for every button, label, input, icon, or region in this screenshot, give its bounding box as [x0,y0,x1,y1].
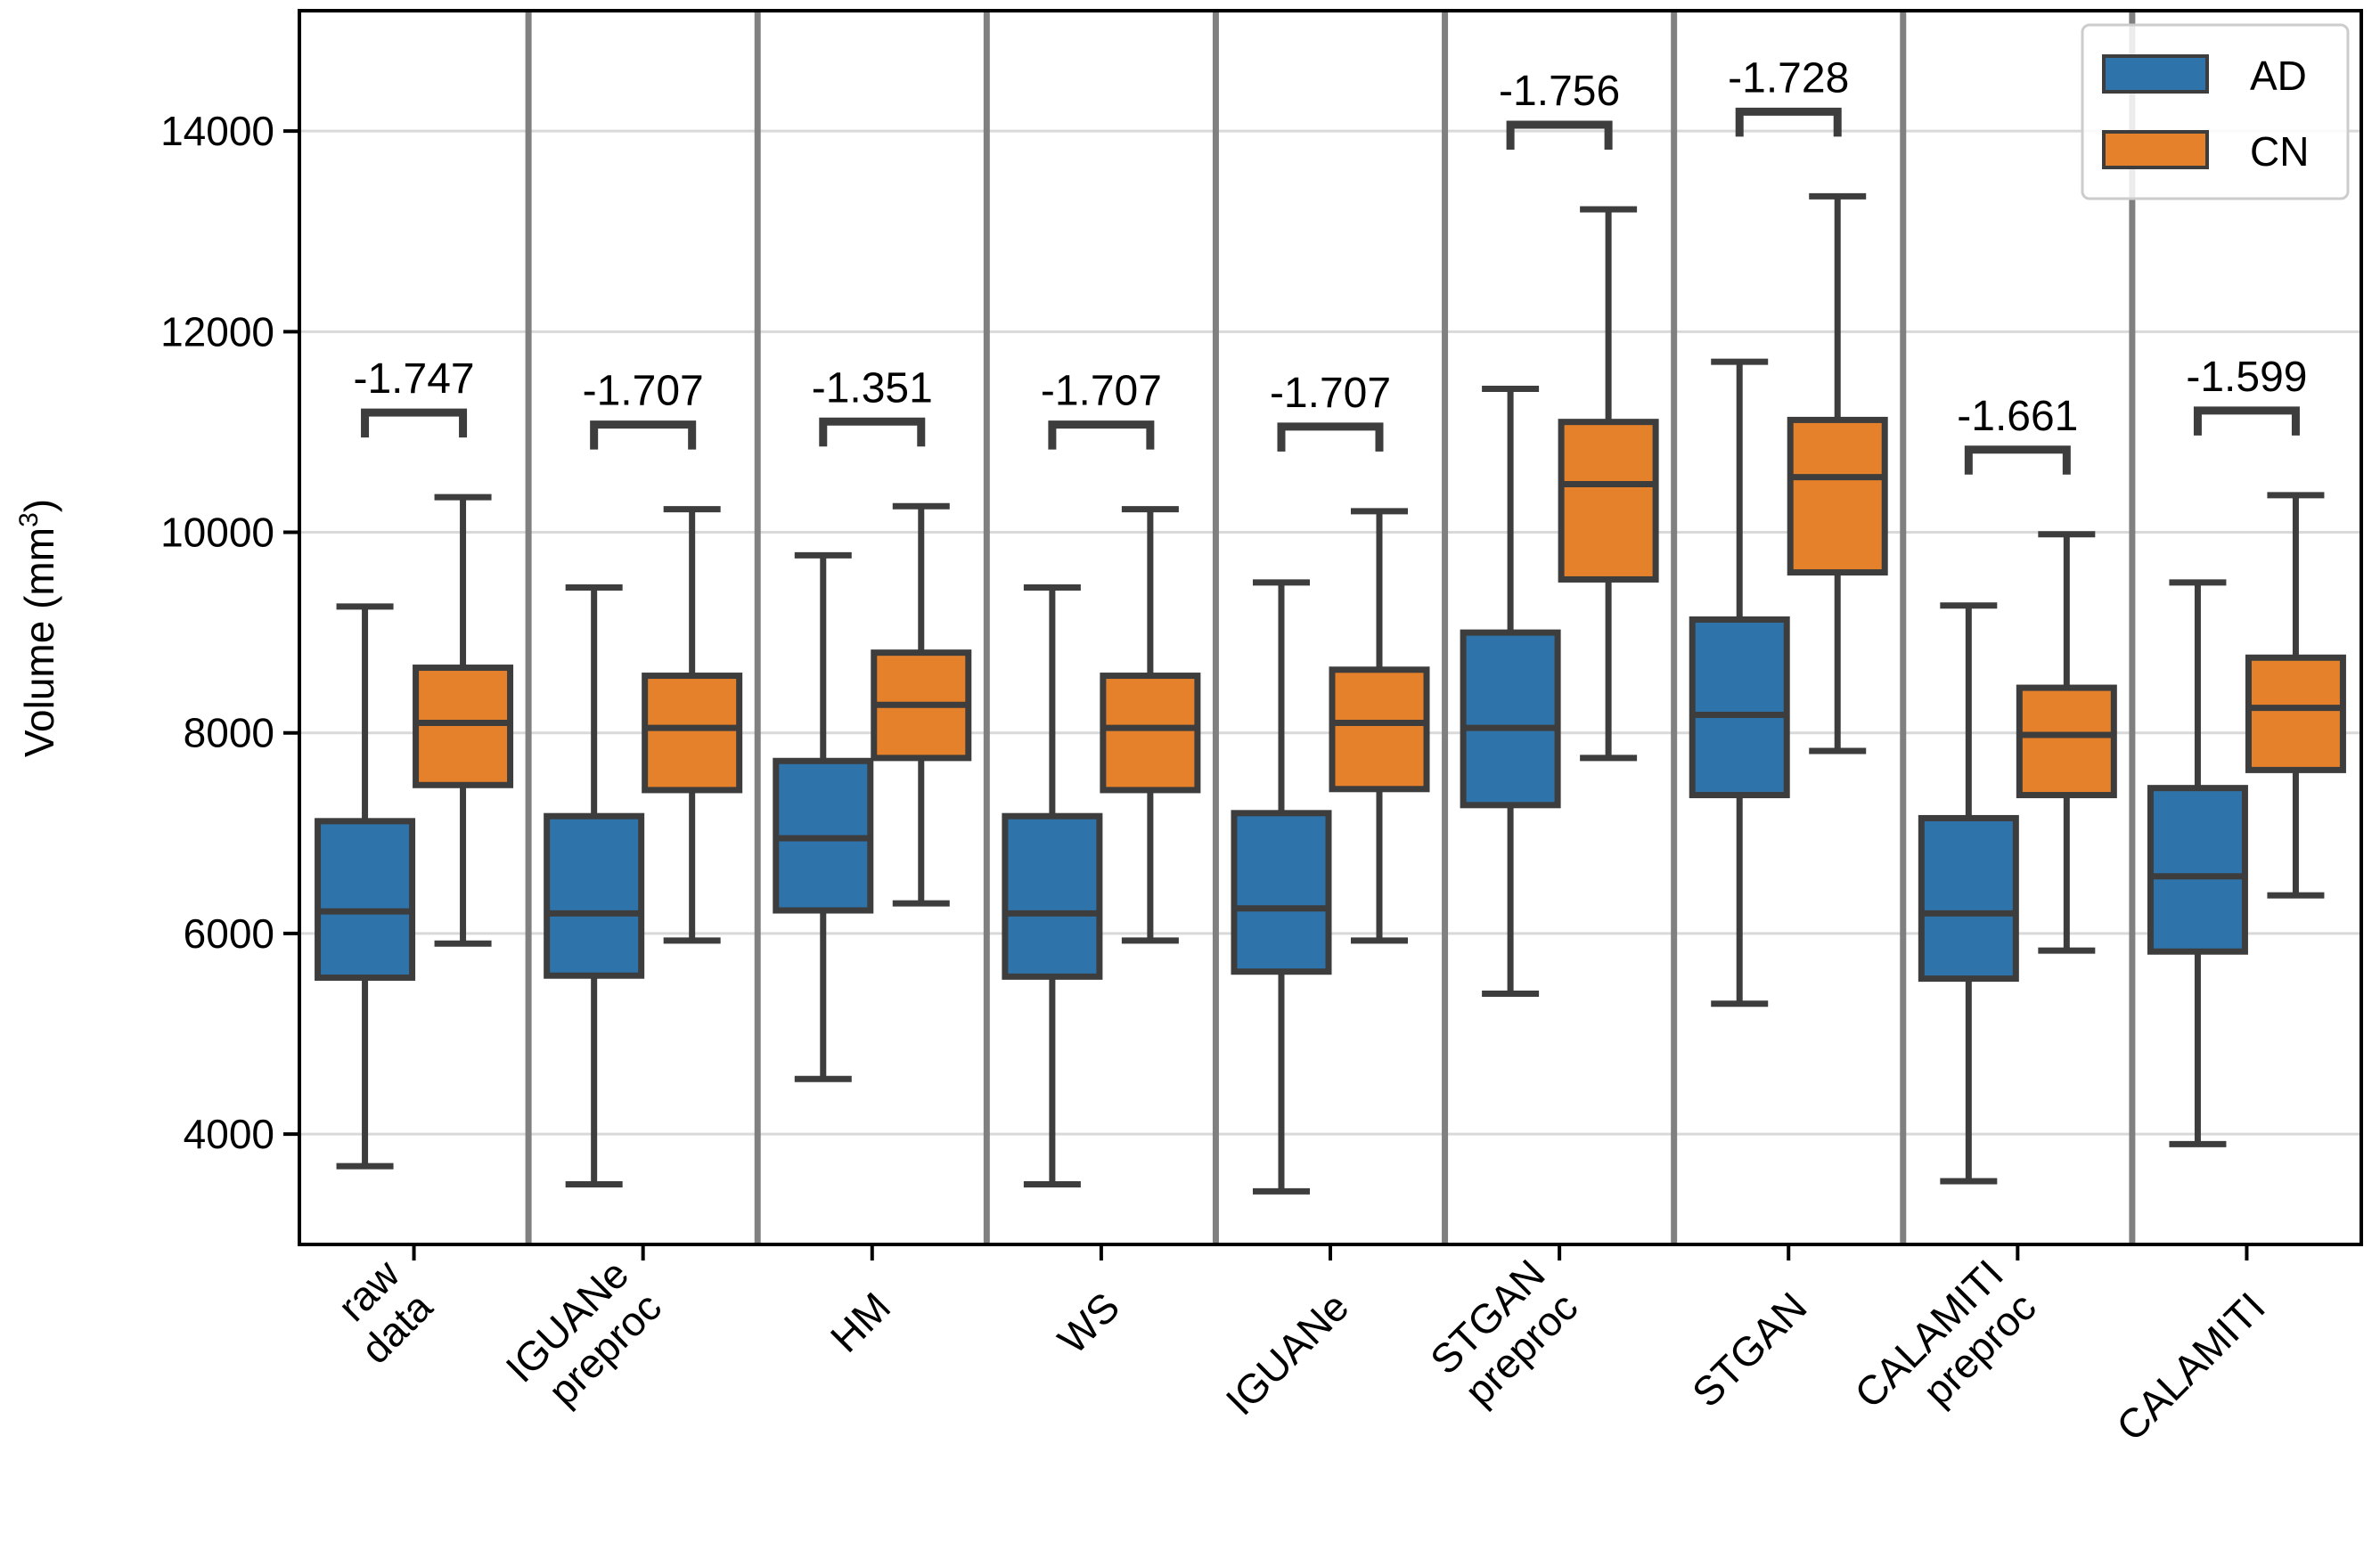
bracket [1277,422,1384,452]
ad-box [315,818,416,981]
ad-box [1460,629,1561,809]
cn-box [642,673,743,794]
bracket [2193,406,2300,436]
group-5 [1460,206,1659,997]
effect-size-label: -1.661 [1957,393,2078,440]
group-4 [1231,508,1430,1195]
bracket [1964,445,2071,475]
legend-swatch-cn [2102,130,2209,169]
ad-box [2147,785,2248,955]
y-tick-label: 6000 [184,910,274,957]
effect-size-label: -1.351 [812,364,933,412]
legend: AD CN [2081,23,2350,200]
group-0 [315,494,514,1170]
group-3 [1002,506,1201,1187]
y-tick-label: 8000 [184,710,274,756]
bracket [1048,420,1155,450]
group-separators [525,11,2136,1244]
cn-box [413,665,514,788]
legend-label-cn: CN [2250,128,2309,175]
ad-box [1002,812,1103,980]
ad-box [1231,810,1332,975]
group-2 [773,502,972,1082]
ad-box [1689,616,1790,799]
group-7 [1918,531,2117,1185]
effect-brackets: -1.747 -1.707 -1.351 -1.707 -1.707 -1.756 -1.7… [354,54,2307,475]
y-axis-label-close: ) [16,499,62,512]
y-tick-label: 10000 [160,510,274,556]
cn-box [2245,654,2346,773]
cn-box [1787,416,1888,576]
cn-box [1558,419,1659,583]
bracket [361,408,468,438]
bracket [819,417,926,447]
legend-label-ad: AD [2250,53,2307,99]
effect-size-label: -1.747 [354,355,475,403]
boxes [315,192,2346,1195]
y-axis: 4000 6000 8000 10000 12000 14000 [160,108,299,1157]
group-6 [1689,192,1888,1008]
y-tick-label: 12000 [160,308,274,355]
cn-box [2016,684,2117,799]
effect-size-label: -1.707 [583,368,704,415]
cn-box [1100,673,1201,794]
bracket [1506,120,1613,150]
group-8 [2147,492,2346,1147]
bracket [1735,107,1842,137]
y-axis-label-main: Volume (mm [16,527,62,757]
bracket [590,420,697,450]
y-tick-label: 14000 [160,108,274,154]
group-1 [544,506,743,1187]
ad-box [1918,814,2019,983]
effect-size-label: -1.728 [1728,54,1849,102]
y-axis-label: Volume (mm3) [14,499,62,757]
effect-size-label: -1.707 [1041,368,1162,415]
effect-size-label: -1.599 [2186,354,2307,401]
effect-size-label: -1.756 [1499,68,1620,115]
cn-box [1329,666,1430,793]
legend-swatch-ad [2102,54,2209,94]
y-tick-label: 4000 [184,1111,274,1157]
y-axis-label-superscript: 3 [14,512,44,527]
effect-size-label: -1.707 [1270,370,1391,417]
ad-box [544,812,645,979]
